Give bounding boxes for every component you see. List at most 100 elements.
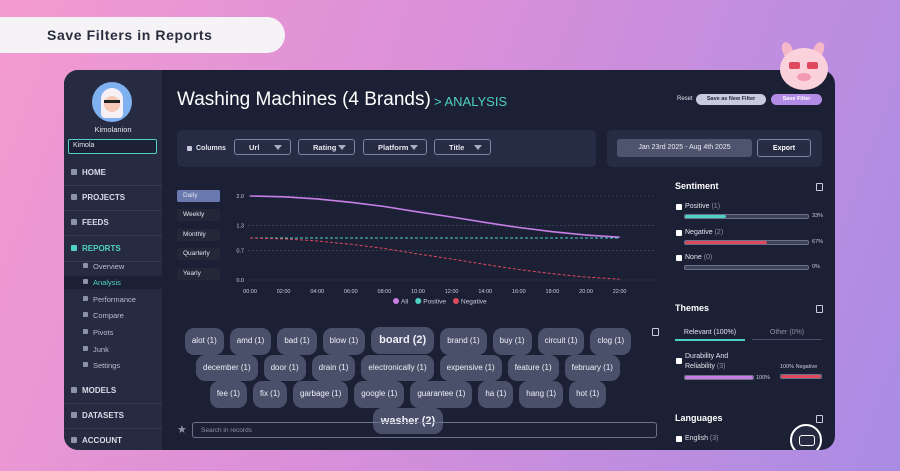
sub-nav-icon — [83, 279, 88, 284]
sub-nav-item[interactable]: Performance — [93, 295, 136, 304]
x-tick-label: 18:00 — [546, 289, 560, 295]
sub-nav-icon — [83, 346, 88, 351]
tag[interactable]: fix (1) — [252, 381, 287, 408]
legend-label[interactable]: All — [401, 299, 409, 306]
filter-label: Platform — [378, 143, 409, 152]
languages-title: Languages — [675, 413, 723, 423]
nav-item[interactable]: PROJECTS — [82, 193, 126, 202]
x-tick-label: 02:00 — [277, 289, 291, 295]
copy-icon[interactable] — [816, 183, 823, 191]
tag[interactable]: fee (1) — [209, 381, 247, 408]
tag[interactable]: washer (2) — [372, 407, 444, 434]
period-button[interactable]: Quarterly — [177, 248, 220, 260]
sub-nav-item[interactable]: Analysis — [93, 278, 121, 287]
sub-nav-item[interactable]: Pivots — [93, 328, 114, 337]
x-tick-label: 12:00 — [445, 289, 459, 295]
tag[interactable]: december (1) — [196, 354, 258, 381]
tag[interactable]: blow (1) — [322, 328, 366, 355]
tag[interactable]: hang (1) — [519, 381, 564, 408]
sub-nav-icon — [83, 296, 88, 301]
search-box[interactable]: Search in records — [192, 422, 657, 438]
save-filter-button[interactable]: Save Filter — [771, 94, 822, 105]
banner-title: Save Filters in Reports — [47, 27, 213, 43]
filter-url[interactable]: Url — [234, 139, 291, 155]
chat-button[interactable] — [790, 424, 822, 450]
copy-icon[interactable] — [652, 328, 659, 336]
workspace-name: Kimola — [73, 142, 95, 149]
sub-nav-item[interactable]: Overview — [93, 262, 125, 271]
nav-item[interactable]: REPORTS — [82, 244, 121, 253]
tag[interactable]: circuit (1) — [537, 328, 585, 355]
nav-item[interactable]: MODELS — [82, 386, 117, 395]
tag[interactable]: hot (1) — [569, 381, 607, 408]
workspace-select[interactable]: Kimola — [68, 139, 157, 154]
tag[interactable]: google (1) — [354, 381, 405, 408]
columns-label: Columns — [187, 145, 226, 152]
tag[interactable]: amd (1) — [229, 328, 272, 355]
x-tick-label: 00:00 — [243, 289, 257, 295]
divider — [64, 428, 162, 429]
filter-rating[interactable]: Rating — [298, 139, 355, 155]
tag[interactable]: brand (1) — [440, 328, 487, 355]
filter-title[interactable]: Title — [434, 139, 491, 155]
copy-icon[interactable] — [816, 305, 823, 313]
nav-icon — [71, 412, 77, 418]
sentiment-title: Sentiment — [675, 181, 719, 191]
copy-icon[interactable] — [816, 415, 823, 423]
nav-item[interactable]: DATASETS — [82, 411, 124, 420]
checkbox[interactable] — [676, 204, 682, 210]
nav-item[interactable]: FEEDS — [82, 218, 109, 227]
columns-bar: Columns Url Rating Platform Title — [177, 130, 596, 167]
language-count: (3) — [709, 435, 719, 442]
sub-nav-icon — [83, 329, 88, 334]
checkbox[interactable] — [676, 358, 682, 364]
nav-item[interactable]: HOME — [82, 168, 106, 177]
tag[interactable]: electronically (1) — [361, 354, 434, 381]
nav-icon — [71, 245, 77, 251]
tag[interactable]: clog (1) — [590, 328, 632, 355]
sentiment-count: (1) — [711, 203, 721, 210]
export-button[interactable]: Export — [757, 139, 811, 157]
sub-nav-item[interactable]: Settings — [93, 361, 121, 370]
legend-dot — [415, 298, 422, 304]
checkbox[interactable] — [676, 229, 682, 236]
sub-nav-item[interactable]: Compare — [93, 311, 124, 320]
period-button[interactable]: Daily — [177, 190, 220, 202]
tab-other[interactable]: Other (0%) — [752, 329, 822, 340]
divider — [64, 261, 162, 262]
y-tick-label: 0.0 — [236, 278, 244, 284]
period-button[interactable]: Monthly — [177, 229, 220, 241]
tag[interactable]: door (1) — [263, 354, 306, 381]
tag[interactable]: expensive (1) — [439, 354, 502, 381]
tag[interactable]: garbage (1) — [292, 381, 349, 408]
tag[interactable]: drain (1) — [311, 354, 356, 381]
tab-relevant[interactable]: Relevant (100%) — [675, 329, 745, 341]
sentiment-percent: 33% — [812, 213, 824, 219]
tag[interactable]: alot (1) — [184, 328, 224, 355]
reset-button[interactable]: Reset — [677, 96, 693, 102]
tag[interactable]: feature (1) — [507, 354, 559, 381]
legend-label[interactable]: Positive — [423, 299, 446, 306]
legend-label[interactable]: Negative — [461, 299, 487, 306]
tag[interactable]: february (1) — [564, 354, 620, 381]
date-range[interactable]: Jan 23rd 2025 - Aug 4th 2025 — [617, 139, 752, 157]
period-button[interactable]: Yearly — [177, 268, 220, 280]
nav-icon — [71, 194, 77, 200]
star-icon[interactable]: ★ — [177, 424, 187, 436]
checkbox[interactable] — [676, 436, 682, 442]
x-tick-label: 16:00 — [512, 289, 526, 295]
tag[interactable]: bad (1) — [277, 328, 317, 355]
tag[interactable]: ha (1) — [478, 381, 514, 408]
filter-platform[interactable]: Platform — [363, 139, 427, 155]
tag[interactable]: board (2) — [371, 327, 435, 354]
tag[interactable]: buy (1) — [492, 328, 532, 355]
checkbox[interactable] — [676, 255, 682, 261]
nav-item[interactable]: ACCOUNT — [82, 436, 122, 445]
nav-icon — [71, 387, 77, 393]
date-bar: Jan 23rd 2025 - Aug 4th 2025 Export — [607, 130, 822, 167]
theme-item: Durability And Reliability (3) — [685, 352, 747, 372]
save-new-filter-button[interactable]: Save as New Filter — [696, 94, 766, 105]
sub-nav-item[interactable]: Junk — [93, 345, 109, 354]
tag[interactable]: guarantee (1) — [410, 381, 473, 408]
period-button[interactable]: Weekly — [177, 209, 220, 221]
